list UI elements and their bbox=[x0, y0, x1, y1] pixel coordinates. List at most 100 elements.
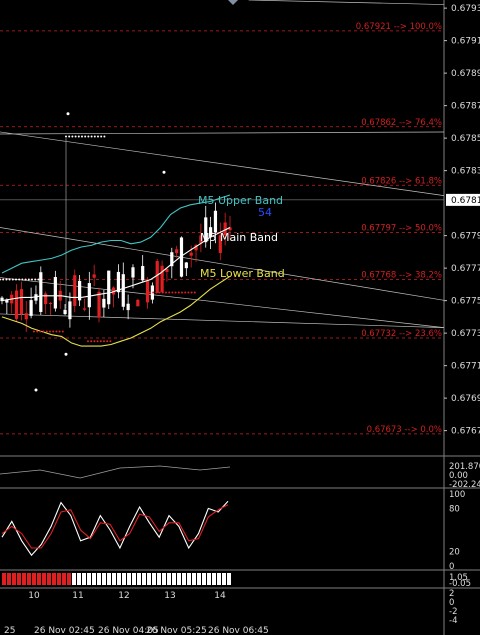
candle-body bbox=[213, 210, 218, 233]
signal-dot bbox=[27, 278, 30, 281]
histogram-bar bbox=[122, 573, 126, 585]
candle-body bbox=[63, 309, 67, 315]
candle-body bbox=[78, 280, 82, 301]
price-tick-label: 0.67915 bbox=[451, 37, 480, 47]
price-tick-label: 0.67675 bbox=[451, 427, 480, 437]
signal-dot bbox=[77, 135, 80, 138]
bottom-scale-label: -4 bbox=[449, 616, 457, 626]
histogram-bar bbox=[162, 573, 166, 585]
fib-level-label: 0.67826 --> 61.8% bbox=[361, 176, 442, 186]
signal-dot bbox=[42, 330, 45, 333]
histogram-bar bbox=[112, 573, 116, 585]
signal-dot bbox=[15, 278, 17, 281]
candle-body bbox=[19, 289, 24, 315]
signal-dot bbox=[18, 278, 21, 281]
signal-dot bbox=[84, 135, 87, 138]
signal-dot bbox=[24, 278, 27, 281]
signal-dot bbox=[96, 340, 99, 343]
candle-body bbox=[44, 293, 48, 305]
candle-body bbox=[204, 217, 208, 243]
stochastic-panel: 100 80 20 0 bbox=[1, 490, 465, 572]
signal-dot bbox=[33, 330, 35, 333]
fib-level-label: 0.67673 --> 0.0% bbox=[367, 425, 442, 435]
main-band-label: M5 Main Band bbox=[200, 231, 278, 244]
signal-dots bbox=[0, 112, 196, 392]
signal-dot bbox=[8, 278, 11, 281]
candle-body bbox=[194, 245, 198, 251]
time-label: 26 Nov 04:05 bbox=[98, 626, 159, 635]
price-tick-label: 0.67895 bbox=[451, 69, 480, 79]
signal-dot bbox=[55, 330, 58, 333]
signal-dot bbox=[65, 135, 67, 138]
candle-body bbox=[126, 303, 130, 311]
signal-dot bbox=[162, 170, 166, 174]
bar-panel: 1.05-0.05 bbox=[2, 573, 471, 589]
candle-body bbox=[160, 265, 164, 292]
signal-dot bbox=[87, 135, 90, 138]
histogram-bar bbox=[17, 573, 21, 585]
price-axis: 0.67935 0.67915 0.67895 0.67875 0.67855 0.678… bbox=[0, 4, 480, 437]
candle-body bbox=[179, 237, 184, 277]
histogram-bar bbox=[187, 573, 191, 585]
signal-dot bbox=[61, 330, 64, 333]
signal-dot bbox=[66, 112, 70, 116]
fib-level-label: 0.67862 --> 76.4% bbox=[361, 118, 442, 128]
signal-dot bbox=[90, 340, 93, 343]
time-axis: 20-2-4 10 11 12 13 14 25 26 Nov 02:45 26 Nov 04:… bbox=[4, 589, 457, 635]
histogram-bar bbox=[137, 573, 141, 585]
histogram-bar bbox=[32, 573, 36, 585]
candle-body bbox=[5, 299, 9, 303]
band-line bbox=[1, 227, 231, 302]
bottom-scale-label: -2 bbox=[449, 607, 457, 617]
histogram-bar bbox=[77, 573, 81, 585]
candle-body bbox=[68, 301, 72, 320]
histogram-bar bbox=[132, 573, 136, 585]
candle-body bbox=[24, 313, 28, 320]
stoch-scale-label: 100 bbox=[449, 490, 465, 500]
signal-dot bbox=[45, 330, 48, 333]
stoch-main-line bbox=[1, 500, 229, 557]
histogram-bar bbox=[42, 573, 46, 585]
histogram-bar bbox=[142, 573, 146, 585]
histogram-bar bbox=[52, 573, 56, 585]
price-tick-label: 0.67935 bbox=[451, 4, 480, 14]
signal-dot bbox=[187, 291, 190, 294]
day-label: 11 bbox=[72, 591, 83, 601]
signal-dot bbox=[181, 291, 183, 294]
histogram-bar bbox=[57, 573, 61, 585]
histogram-bar bbox=[197, 573, 201, 585]
current-price-label: 0.67817 bbox=[451, 196, 480, 206]
signal-dot bbox=[99, 340, 102, 343]
fib-level-label: 0.67732 --> 23.6% bbox=[361, 329, 442, 339]
fib-level-label: 0.67797 --> 50.0% bbox=[361, 223, 442, 233]
candle-body bbox=[228, 227, 232, 231]
signal-dot bbox=[177, 291, 180, 294]
bar-scale-label: -0.05 bbox=[449, 579, 471, 589]
fib-level-label: 0.67921 --> 100.0% bbox=[356, 22, 442, 32]
histogram-bar bbox=[12, 573, 16, 585]
bottom-scale-label: 2 bbox=[449, 589, 454, 599]
candle-body bbox=[141, 266, 145, 281]
signal-dot bbox=[81, 135, 83, 138]
price-tick-label: 0.67755 bbox=[451, 297, 480, 307]
upper-band-label: M5 Upper Band bbox=[198, 194, 283, 207]
candle-body bbox=[73, 275, 77, 306]
histogram-bar bbox=[27, 573, 31, 585]
signal-dot bbox=[0, 278, 1, 281]
candle-body bbox=[184, 262, 188, 269]
signal-dot bbox=[103, 135, 106, 138]
day-label: 12 bbox=[118, 591, 129, 601]
indicator-line bbox=[0, 465, 231, 479]
candle-body bbox=[116, 271, 121, 293]
histogram-bar bbox=[212, 573, 216, 585]
signal-dot bbox=[49, 330, 51, 333]
signal-dot bbox=[93, 135, 96, 138]
time-label: 25 bbox=[4, 626, 15, 635]
histogram-bar bbox=[7, 573, 11, 585]
candle-body bbox=[199, 235, 203, 244]
histogram-bar bbox=[172, 573, 176, 585]
signal-dot bbox=[90, 135, 93, 138]
candle-body bbox=[155, 261, 159, 293]
